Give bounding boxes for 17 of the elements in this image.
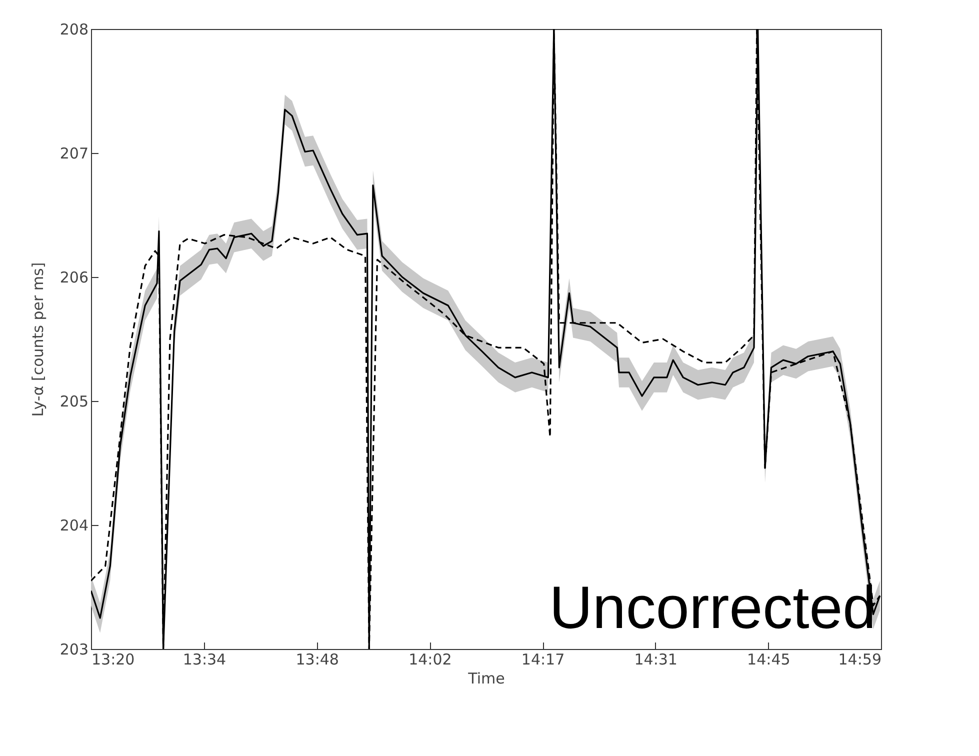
y-tick-label: 205 [60, 392, 88, 410]
y-tick-label: 204 [60, 516, 88, 534]
x-tick-label: 14:17 [521, 650, 565, 668]
x-tick-label: 14:02 [408, 650, 452, 668]
x-tick-label: 14:59 [838, 650, 882, 668]
x-tick-label: 14:31 [634, 650, 678, 668]
x-tick-label: 13:48 [296, 650, 339, 668]
x-tick-label: 14:45 [747, 650, 790, 668]
annotation: Uncorrected [549, 574, 876, 641]
y-tick-label: 207 [60, 144, 88, 162]
x-axis-title: Time [467, 670, 505, 688]
y-tick-label: 208 [60, 20, 88, 38]
y-tick-label: 203 [60, 640, 88, 658]
x-tick-label: 13:34 [182, 650, 226, 668]
y-tick-label: 206 [60, 268, 88, 286]
x-tick-label: 13:20 [92, 650, 135, 668]
y-axis-title: Ly-α [counts per ms] [28, 262, 47, 417]
